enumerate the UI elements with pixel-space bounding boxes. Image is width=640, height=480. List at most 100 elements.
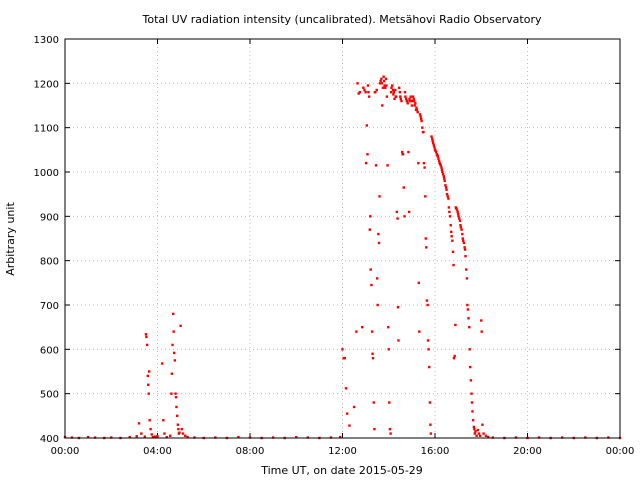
y-tick-label: 1000 [34,168,59,179]
data-point [392,93,395,96]
data-point [406,99,409,103]
data-point [469,379,473,382]
data-point [345,412,349,415]
data-point [391,84,394,87]
data-point [470,392,473,395]
data-point [376,303,379,307]
data-point [363,88,366,92]
data-point [371,357,375,360]
data-point [382,79,386,83]
data-point [436,155,439,158]
data-point [391,88,395,92]
data-point [473,427,476,431]
data-point [478,434,482,437]
data-point [147,370,151,373]
data-point [486,435,490,439]
data-point [384,77,388,81]
data-point [377,241,381,245]
data-point [418,113,422,116]
data-point [401,153,405,156]
data-point [449,224,452,227]
data-point [374,91,377,94]
data-point [186,435,189,439]
data-point [375,88,378,92]
data-point [429,432,433,435]
data-point [462,241,466,245]
data-point [412,97,415,101]
data-point [386,164,389,167]
data-point [397,86,401,89]
data-point [408,97,411,101]
data-point [438,162,442,166]
data-point [400,150,404,154]
data-point [380,77,383,81]
data-point [404,95,407,98]
data-point [338,435,342,439]
data-point [474,430,477,433]
data-point [425,246,428,249]
data-point [408,99,412,103]
data-point [453,354,456,358]
data-point [394,95,398,98]
data-point [140,432,143,435]
data-point [411,99,414,103]
data-point [343,357,347,360]
data-point [175,414,179,418]
data-point [394,88,397,92]
data-point [147,392,150,395]
data-point [455,207,458,210]
data-point [482,432,485,435]
data-point [416,110,419,114]
data-point [178,431,181,434]
data-point [471,410,474,413]
data-point [404,97,408,101]
data-point [440,168,444,171]
data-point [473,432,476,435]
data-point [174,392,177,395]
data-point [451,239,454,242]
data-point [468,365,472,369]
data-point [357,92,360,95]
y-tick-label: 800 [40,257,59,268]
data-point [442,175,445,178]
data-point [480,330,483,333]
data-point [360,325,364,329]
data-point [467,317,470,320]
data-point [145,335,148,339]
data-point [379,79,382,83]
data-point [409,95,412,98]
axis-ticks: 00:00 04:00 08:00 12:00 16:00 20:00 00:0040050… [34,35,635,457]
data-point [128,435,131,439]
data-point [432,144,436,147]
data-point [364,161,368,165]
data-point [448,215,452,218]
data-point [457,215,460,218]
data-point [367,91,370,94]
data-point [392,91,396,94]
data-point [169,434,172,437]
data-point [144,333,148,336]
data-point [458,217,461,220]
data-point [180,427,183,431]
data-point [388,427,392,431]
data-point [459,224,462,227]
data-point [413,104,416,107]
data-point [172,330,175,333]
data-point [402,186,405,189]
data-point [181,432,185,435]
y-axis-label: Arbitrary unit [4,202,17,276]
data-point [407,210,411,214]
data-point [177,427,180,431]
data-point [429,423,432,426]
data-point [407,150,410,154]
data-point [149,427,152,431]
data-point [436,153,439,157]
data-point [414,102,417,105]
data-point [415,108,419,112]
data-point [406,102,409,105]
data-point [163,432,166,435]
data-point [389,91,393,94]
data-point [456,210,459,214]
data-point [422,161,426,165]
